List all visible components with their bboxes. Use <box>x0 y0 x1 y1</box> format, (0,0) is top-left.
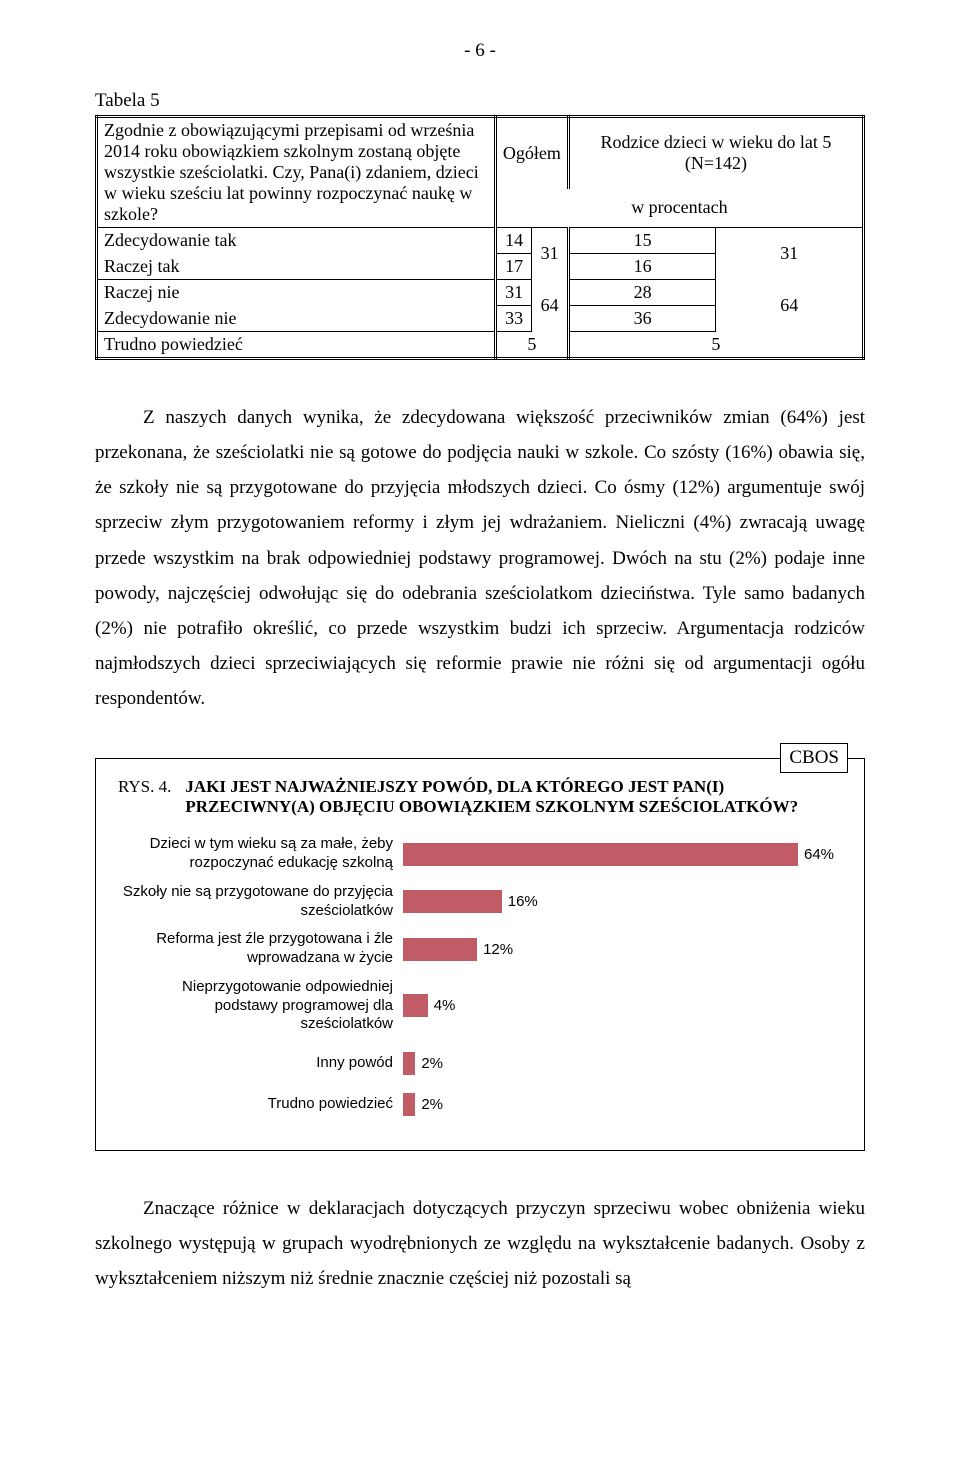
chart-bar <box>403 1052 415 1075</box>
chart-bar-label: Inny powód <box>118 1054 403 1073</box>
chart-bar-wrap: 16% <box>403 890 842 913</box>
chart-bar-label: Dzieci w tym wieku są za małe, żeby rozp… <box>118 835 403 873</box>
chart-bar-label: Szkoły nie są przygotowane do przyjęcia … <box>118 883 403 921</box>
chart-bar-value: 64% <box>804 846 834 863</box>
chart-row: Nieprzygotowanie odpowiedniej podstawy p… <box>118 978 842 1034</box>
chart-bar-value: 12% <box>483 941 513 958</box>
chart-title-line: RYS. 4. JAKI JEST NAJWAŻNIEJSZY POWÓD, D… <box>118 777 842 817</box>
table-row-label: Zdecydowanie tak <box>97 228 496 254</box>
table-cell: 36 <box>568 306 716 332</box>
chart-bar <box>403 890 502 913</box>
table-cell: 16 <box>568 254 716 280</box>
table-cell-group: 64 <box>716 280 864 332</box>
table-cell: 5 <box>568 332 863 359</box>
table-question: Zgodnie z obowiązującymi przepisami od w… <box>97 117 496 228</box>
chart-bar-value: 2% <box>421 1096 443 1113</box>
chart-bar-wrap: 4% <box>403 994 842 1017</box>
chart-title: JAKI JEST NAJWAŻNIEJSZY POWÓD, DLA KTÓRE… <box>185 777 842 817</box>
table-subheader: w procentach <box>495 189 863 228</box>
chart-container: CBOS RYS. 4. JAKI JEST NAJWAŻNIEJSZY POW… <box>95 758 865 1151</box>
table-cell-group: 31 <box>716 228 864 280</box>
chart-bar-value: 4% <box>434 997 456 1014</box>
chart-bar-value: 16% <box>508 893 538 910</box>
chart-row: Dzieci w tym wieku są za małe, żeby rozp… <box>118 835 842 873</box>
table-row-label: Raczej tak <box>97 254 496 280</box>
chart-bar-wrap: 2% <box>403 1052 842 1075</box>
chart-row: Inny powód 2% <box>118 1052 842 1075</box>
body-paragraph: Z naszych danych wynika, że zdecydowana … <box>95 400 865 716</box>
chart-bar-wrap: 12% <box>403 938 842 961</box>
table-label: Tabela 5 <box>95 90 865 112</box>
footer-paragraph-wrap: Znaczące różnice w deklaracjach dotycząc… <box>95 1191 865 1296</box>
table-cell-group: 31 <box>532 228 569 280</box>
chart-row: Reforma jest źle przygotowana i źle wpro… <box>118 930 842 968</box>
table-cell: 14 <box>495 228 532 254</box>
footer-paragraph: Znaczące różnice w deklaracjach dotycząc… <box>95 1191 865 1296</box>
table-row-label: Trudno powiedzieć <box>97 332 496 359</box>
chart-bar <box>403 994 428 1017</box>
chart-row: Trudno powiedzieć 2% <box>118 1093 842 1116</box>
chart-bar-wrap: 2% <box>403 1093 842 1116</box>
body-paragraph-wrap: Z naszych danych wynika, że zdecydowana … <box>95 400 865 716</box>
bar-chart: Dzieci w tym wieku są za małe, żeby rozp… <box>118 835 842 1116</box>
chart-bar <box>403 938 477 961</box>
chart-bar-wrap: 64% <box>403 843 842 866</box>
chart-bar <box>403 1093 415 1116</box>
chart-bar-label: Nieprzygotowanie odpowiedniej podstawy p… <box>118 978 403 1034</box>
table-cell: 15 <box>568 228 716 254</box>
table-row-label: Raczej nie <box>97 280 496 306</box>
table-cell: 28 <box>568 280 716 306</box>
chart-rys-label: RYS. 4. <box>118 777 171 817</box>
cbos-badge: CBOS <box>780 743 848 773</box>
chart-bar <box>403 843 798 866</box>
chart-bar-value: 2% <box>421 1055 443 1072</box>
table-cell: 33 <box>495 306 532 332</box>
table-row-label: Zdecydowanie nie <box>97 306 496 332</box>
table-cell: 31 <box>495 280 532 306</box>
chart-row: Szkoły nie są przygotowane do przyjęcia … <box>118 883 842 921</box>
table-header-ogolem: Ogółem <box>495 117 568 189</box>
page-number: - 6 - <box>95 40 865 62</box>
chart-bar-label: Reforma jest źle przygotowana i źle wpro… <box>118 930 403 968</box>
table-cell-group: 64 <box>532 280 569 332</box>
chart-bar-label: Trudno powiedzieć <box>118 1095 403 1114</box>
table-cell: 17 <box>495 254 532 280</box>
tabela-5: Zgodnie z obowiązującymi przepisami od w… <box>95 115 865 360</box>
table-header-rodzice: Rodzice dzieci w wieku do lat 5 (N=142) <box>568 117 863 189</box>
table-cell: 5 <box>495 332 568 359</box>
